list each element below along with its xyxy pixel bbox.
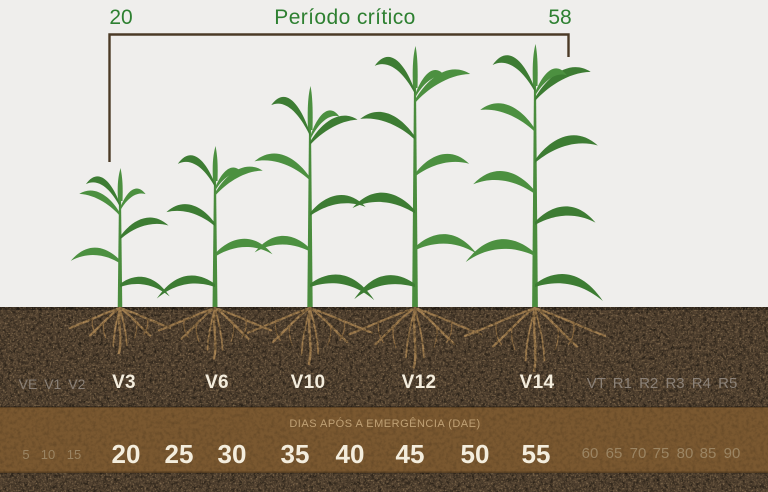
dae-tick-90: 90 [723, 445, 741, 462]
corn-plants [70, 44, 603, 309]
corn-plant-v12 [352, 46, 477, 309]
dae-tick-30: 30 [217, 439, 247, 469]
stage-label-v6: V6 [205, 372, 229, 393]
dae-band-texture [0, 407, 768, 473]
dae-band-top-edge [0, 406, 768, 408]
dae-tick-65: 65 [605, 445, 623, 462]
dae-tick-60: 60 [581, 445, 599, 462]
dae-tick-80: 80 [676, 445, 694, 462]
dae-axis-title: DIAS APÓS A EMERGÊNCIA (DAE) [289, 418, 481, 430]
dae-tick-40: 40 [335, 439, 365, 469]
corn-plant-v14 [465, 44, 603, 309]
stage-label-v12: V12 [401, 372, 437, 393]
dae-band-bottom-edge [0, 471, 768, 474]
stage-label-v10: V10 [290, 372, 326, 393]
dae-tick-85: 85 [699, 445, 717, 462]
dae-tick-75: 75 [652, 445, 670, 462]
dae-tick-5: 5 [22, 447, 30, 462]
dae-tick-55: 55 [521, 439, 551, 469]
dae-tick-50: 50 [460, 439, 490, 469]
dae-tick-45: 45 [395, 439, 425, 469]
dae-tick-25: 25 [164, 439, 194, 469]
critical-period-bracket [108, 33, 570, 162]
dae-tick-20: 20 [111, 439, 141, 469]
corn-plant-v10 [254, 86, 375, 309]
dae-tick-35: 35 [280, 439, 310, 469]
critical-period-start-day: 20 [109, 6, 133, 29]
critical-period-title: Período crítico [274, 6, 416, 29]
corn-plant-v3 [70, 168, 170, 309]
dae-tick-15: 15 [66, 447, 82, 462]
dae-tick-10: 10 [40, 447, 56, 462]
corn-plant-v6 [156, 146, 273, 309]
critical-period-end-day: 58 [548, 6, 572, 29]
stage-label-vt-r1-r5: VT R1 R2 R3 R4 R5 [586, 375, 738, 392]
stage-label-ve-v1-v2: VE V1 V2 [18, 376, 86, 392]
dae-tick-70: 70 [629, 445, 647, 462]
stage-label-v14: V14 [519, 372, 555, 393]
stage-label-v3: V3 [112, 372, 136, 393]
